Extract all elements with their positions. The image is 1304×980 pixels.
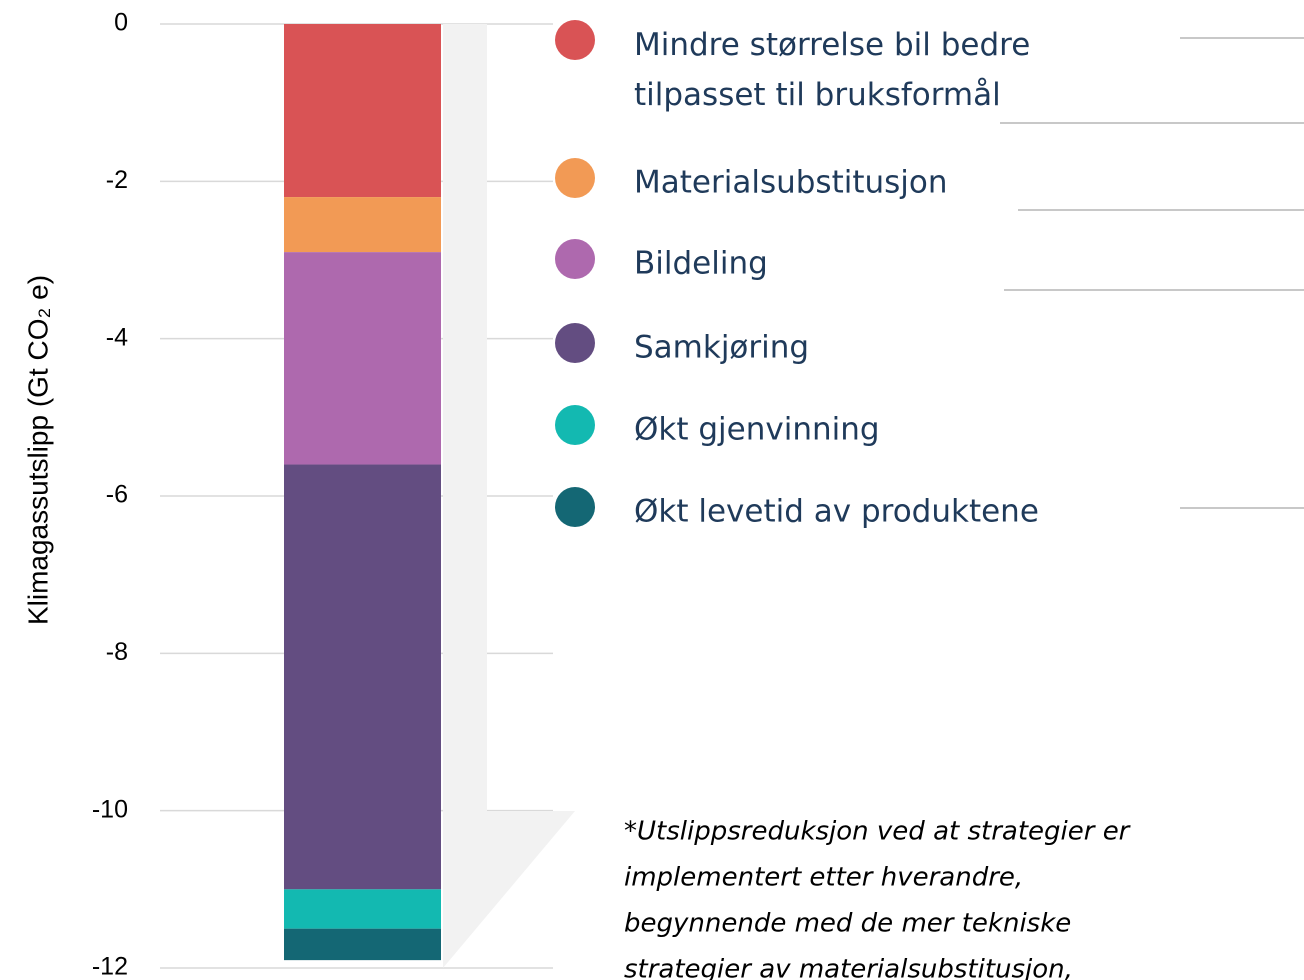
legend-line: Mindre størrelse bil bedre [634, 27, 1030, 63]
legend-swatch [555, 239, 595, 279]
legend-line: tilpasset til bruksformål [634, 77, 1001, 113]
y-tick-label: -8 [106, 638, 128, 666]
footnote: begynnende med de mer tekniske [624, 909, 1071, 939]
arrow-shape [443, 24, 575, 968]
legend-label: Økt levetid av produktene [634, 494, 1039, 530]
bar-segment [284, 464, 441, 890]
decor-lines [1000, 37, 1304, 509]
legend-swatch [555, 323, 595, 363]
y-tick-label: -2 [106, 166, 128, 194]
legend-label: Økt gjenvinning [634, 412, 880, 448]
legend-label: Bildeling [634, 246, 768, 282]
y-axis-label: Klimagassutslipp (Gt CO₂ e) [22, 275, 53, 625]
y-tick-label: -6 [106, 481, 128, 509]
y-tick-label: -4 [106, 323, 128, 351]
footnote: implementert etter hverandre, [624, 863, 1023, 893]
y-tick-label: 0 [114, 9, 128, 37]
legend-label: Samkjøring [634, 330, 809, 366]
footnote: *Utslippsreduksjon ved at strategier er [624, 817, 1132, 847]
bar-segment [284, 889, 441, 929]
bar-segment [284, 928, 441, 961]
legend-swatch [555, 20, 595, 60]
bar-segment [284, 197, 441, 253]
legend-swatch [555, 158, 595, 198]
footnote: strategier av materialsubstitusjon, [624, 955, 1073, 980]
y-tick-label: -12 [92, 953, 128, 980]
legend-swatch [555, 405, 595, 445]
legend-label: Materialsubstitusjon [634, 165, 948, 201]
bar-segment [284, 24, 441, 198]
y-tick-label: -10 [92, 795, 128, 823]
bar-segment [284, 252, 441, 465]
legend-label: Mindre størrelse bil bedre tilpasset til … [634, 27, 1030, 113]
legend-swatch [555, 487, 595, 527]
